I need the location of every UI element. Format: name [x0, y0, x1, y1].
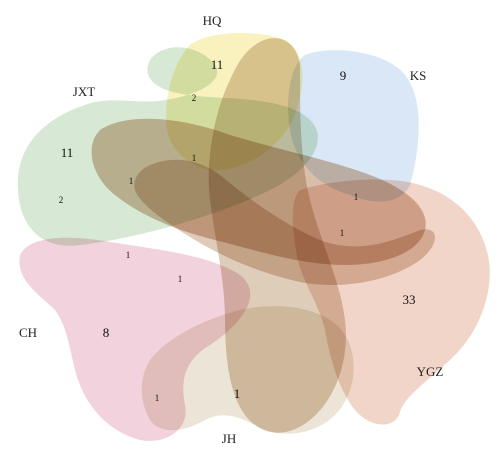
- set-label-jh: JH: [222, 431, 236, 446]
- count-jh-only: 1: [234, 386, 241, 401]
- set-label-hq: HQ: [203, 13, 222, 28]
- count-jxt-ch: 2: [59, 195, 64, 205]
- set-label-ygz: YGZ: [417, 364, 444, 379]
- set-regions: [17, 33, 490, 441]
- count-ch-inner: 1: [178, 274, 183, 284]
- count-ygz-only: 33: [403, 292, 416, 307]
- region-lower-band: [134, 159, 435, 286]
- count-jxt-hq: 2: [192, 93, 197, 103]
- count-jxt-hq-core: 1: [192, 153, 197, 163]
- set-labels: HQ KS JXT CH YGZ JH: [19, 13, 443, 446]
- count-ks-ygz: 1: [354, 192, 359, 202]
- set-label-jxt: JXT: [73, 84, 95, 99]
- region-counts: 11 9 11 8 33 1 2 1 1 2 1 1 1 1 1: [59, 57, 416, 403]
- count-ch-left: 1: [126, 250, 131, 260]
- set-label-ch: CH: [19, 325, 37, 340]
- count-ks-only: 9: [340, 68, 347, 83]
- count-jh-left: 1: [155, 393, 160, 403]
- set-label-ks: KS: [410, 68, 427, 83]
- count-jxt-mid: 1: [129, 176, 134, 186]
- count-center-right: 1: [340, 228, 345, 238]
- count-ch-only: 8: [103, 325, 110, 340]
- count-jxt-only: 11: [61, 145, 74, 160]
- region-central-band: [91, 118, 426, 265]
- count-hq-only: 11: [211, 57, 224, 72]
- region-ch: [19, 237, 251, 441]
